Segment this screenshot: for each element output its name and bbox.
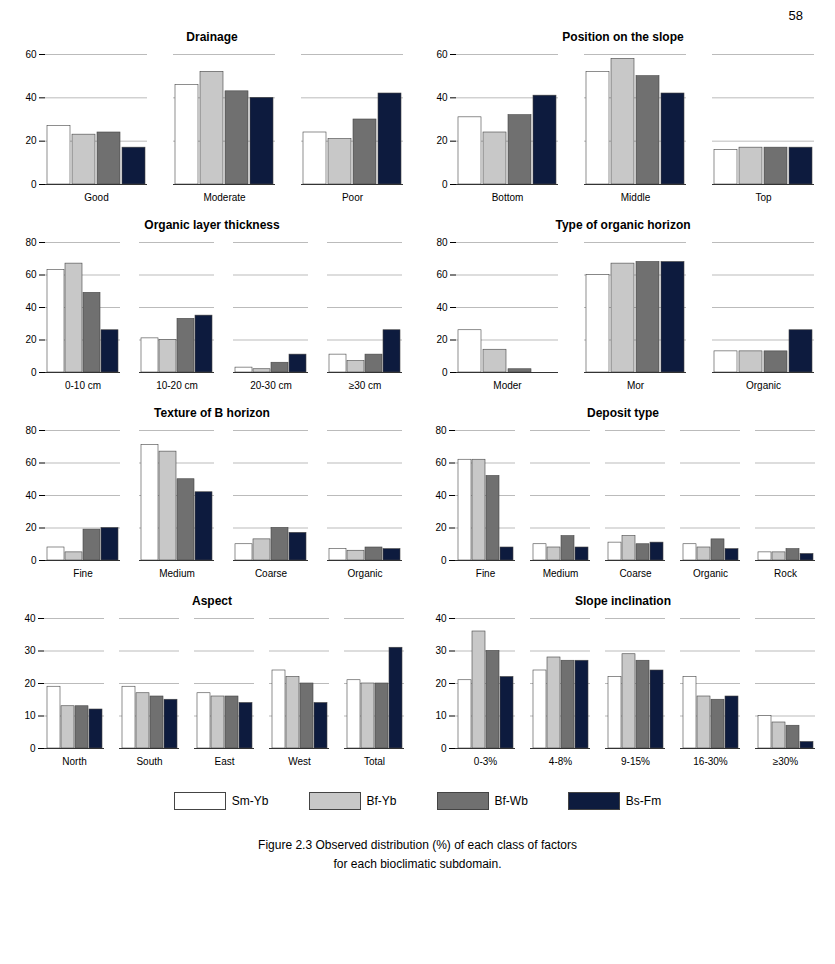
svg-text:North: North [62, 756, 86, 767]
svg-text:East: East [214, 756, 234, 767]
svg-text:0: 0 [441, 743, 447, 754]
html-text:Slope inclination: Slope inclination [575, 594, 671, 608]
html-text:Aspect: Aspect [192, 594, 232, 608]
svg-text:60: 60 [435, 457, 447, 468]
svg-text:60: 60 [436, 269, 448, 280]
svg-text:West: West [288, 756, 311, 767]
svg-text:Coarse: Coarse [619, 568, 652, 579]
html-text:Position on the slope: Position on the slope [562, 30, 684, 44]
svg-text:Total: Total [364, 756, 385, 767]
html-text:Drainage: Drainage [186, 30, 238, 44]
svg-text:South: South [136, 756, 162, 767]
svg-text:0: 0 [31, 367, 37, 378]
svg-text:30: 30 [24, 645, 36, 656]
svg-text:60: 60 [25, 49, 37, 60]
svg-text:10-20 cm: 10-20 cm [156, 380, 198, 391]
svg-text:Moderate: Moderate [203, 192, 246, 203]
svg-text:Fine: Fine [73, 568, 93, 579]
svg-text:≥30%: ≥30% [773, 756, 799, 767]
svg-text:Coarse: Coarse [255, 568, 288, 579]
svg-text:40: 40 [435, 490, 447, 501]
svg-text:Middle: Middle [621, 192, 651, 203]
svg-text:80: 80 [436, 237, 448, 248]
svg-text:Fine: Fine [476, 568, 496, 579]
svg-text:20: 20 [25, 135, 37, 146]
svg-text:20: 20 [24, 678, 36, 689]
svg-text:4-8%: 4-8% [549, 756, 572, 767]
svg-text:60: 60 [436, 49, 448, 60]
svg-text:9-15%: 9-15% [621, 756, 650, 767]
svg-text:40: 40 [25, 490, 37, 501]
html-text:Texture of B horizon: Texture of B horizon [154, 406, 270, 420]
svg-text:20: 20 [25, 334, 37, 345]
svg-text:Medium: Medium [543, 568, 579, 579]
svg-text:60: 60 [25, 269, 37, 280]
svg-text:40: 40 [435, 613, 447, 624]
html-text:Organic layer thickness: Organic layer thickness [144, 218, 280, 232]
svg-text:10: 10 [435, 710, 447, 721]
html-text:for each bioclimatic subdomain: for each bioclimatic subdomain. [333, 857, 502, 872]
html-text:Type of organic horizon: Type of organic horizon [555, 218, 691, 232]
svg-text:Moder: Moder [493, 380, 522, 391]
html-text:Deposit type: Deposit type [587, 406, 659, 420]
svg-text:20: 20 [435, 678, 447, 689]
svg-text:80: 80 [435, 425, 447, 436]
html-text:Bf-Wb: Bf-Wb [494, 794, 528, 808]
svg-text:0: 0 [442, 179, 448, 190]
svg-text:Organic: Organic [693, 568, 728, 579]
svg-text:Bottom: Bottom [492, 192, 524, 203]
svg-text:30: 30 [435, 645, 447, 656]
svg-text:0: 0 [442, 367, 448, 378]
svg-text:20: 20 [25, 522, 37, 533]
html-text:58: 58 [788, 8, 803, 23]
svg-text:40: 40 [436, 92, 448, 103]
svg-text:Medium: Medium [159, 568, 195, 579]
svg-text:20: 20 [436, 135, 448, 146]
svg-text:16-30%: 16-30% [693, 756, 728, 767]
svg-text:Organic: Organic [347, 568, 382, 579]
html-text:Bf-Yb: Bf-Yb [366, 794, 397, 808]
svg-text:0: 0 [30, 743, 36, 754]
svg-text:≥30 cm: ≥30 cm [349, 380, 382, 391]
svg-text:20: 20 [436, 334, 448, 345]
svg-text:40: 40 [25, 92, 37, 103]
html-text:Sm-Yb: Sm-Yb [231, 794, 269, 808]
svg-text:20: 20 [435, 522, 447, 533]
svg-text:Good: Good [84, 192, 108, 203]
svg-text:Rock: Rock [774, 568, 798, 579]
svg-text:0: 0 [31, 179, 37, 190]
svg-text:0-3%: 0-3% [474, 756, 497, 767]
html-text:Figure 2.3 Observed distributi: Figure 2.3 Observed distribution (%) of … [258, 838, 577, 852]
svg-text:10: 10 [24, 710, 36, 721]
svg-text:20-30 cm: 20-30 cm [250, 380, 292, 391]
svg-text:0: 0 [31, 555, 37, 566]
svg-text:40: 40 [436, 302, 448, 313]
svg-text:60: 60 [25, 457, 37, 468]
svg-text:Mor: Mor [627, 380, 645, 391]
svg-text:0: 0 [441, 555, 447, 566]
svg-text:80: 80 [25, 237, 37, 248]
svg-text:40: 40 [25, 302, 37, 313]
html-text:Bs-Fm: Bs-Fm [625, 794, 662, 808]
svg-text:0-10 cm: 0-10 cm [65, 380, 101, 391]
svg-text:Organic: Organic [746, 380, 781, 391]
svg-text:Top: Top [755, 192, 772, 203]
svg-text:40: 40 [24, 613, 36, 624]
svg-text:80: 80 [25, 425, 37, 436]
svg-text:Poor: Poor [342, 192, 364, 203]
